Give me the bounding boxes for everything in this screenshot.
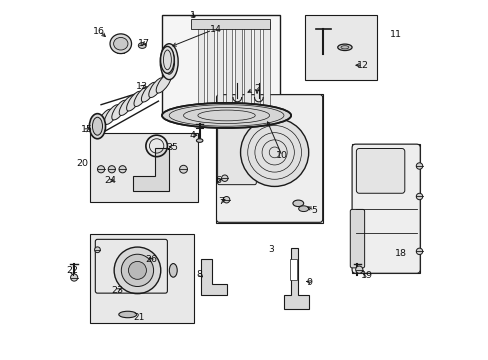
Text: 12: 12 bbox=[356, 61, 368, 70]
Ellipse shape bbox=[141, 82, 156, 102]
Circle shape bbox=[179, 165, 187, 173]
Ellipse shape bbox=[340, 46, 348, 49]
Text: 22: 22 bbox=[66, 266, 78, 275]
Text: 14: 14 bbox=[209, 25, 222, 34]
Text: 6: 6 bbox=[215, 176, 221, 185]
Polygon shape bbox=[201, 259, 226, 295]
Bar bbox=[305, 15, 376, 80]
Circle shape bbox=[114, 247, 161, 294]
Text: 26: 26 bbox=[145, 255, 157, 264]
Circle shape bbox=[94, 247, 100, 253]
Ellipse shape bbox=[337, 44, 351, 50]
Text: 13: 13 bbox=[136, 82, 148, 91]
Ellipse shape bbox=[104, 105, 120, 125]
Bar bbox=[235, 22, 241, 108]
Circle shape bbox=[415, 248, 422, 255]
Text: 20: 20 bbox=[76, 159, 88, 168]
Bar bbox=[216, 22, 223, 108]
Ellipse shape bbox=[126, 91, 142, 111]
Text: 2: 2 bbox=[254, 84, 260, 93]
Ellipse shape bbox=[169, 264, 177, 277]
Ellipse shape bbox=[110, 34, 131, 54]
Bar bbox=[90, 134, 198, 202]
Text: 1: 1 bbox=[189, 10, 195, 19]
Bar bbox=[289, 259, 297, 280]
Circle shape bbox=[223, 197, 229, 203]
Text: 21: 21 bbox=[133, 313, 144, 322]
Text: 25: 25 bbox=[166, 143, 179, 152]
Bar bbox=[198, 22, 204, 108]
Ellipse shape bbox=[160, 44, 178, 80]
Text: 10: 10 bbox=[276, 152, 287, 161]
Circle shape bbox=[97, 166, 104, 173]
Ellipse shape bbox=[138, 42, 146, 48]
Ellipse shape bbox=[156, 73, 171, 93]
Text: 19: 19 bbox=[360, 270, 372, 279]
Ellipse shape bbox=[112, 100, 127, 120]
Ellipse shape bbox=[134, 87, 149, 107]
FancyBboxPatch shape bbox=[351, 144, 419, 273]
Bar bbox=[225, 22, 232, 108]
Ellipse shape bbox=[292, 200, 303, 207]
FancyBboxPatch shape bbox=[216, 95, 322, 222]
Ellipse shape bbox=[148, 78, 163, 98]
Text: 24: 24 bbox=[104, 176, 116, 185]
Text: 8: 8 bbox=[196, 270, 202, 279]
Bar bbox=[207, 22, 213, 108]
Polygon shape bbox=[133, 148, 169, 191]
Circle shape bbox=[128, 261, 146, 279]
FancyBboxPatch shape bbox=[162, 15, 280, 116]
Text: 3: 3 bbox=[268, 246, 274, 255]
Bar bbox=[263, 22, 269, 108]
Ellipse shape bbox=[163, 49, 174, 74]
FancyBboxPatch shape bbox=[356, 149, 404, 193]
Text: 4: 4 bbox=[189, 131, 195, 140]
Text: 5: 5 bbox=[311, 206, 317, 215]
Text: 15: 15 bbox=[81, 125, 93, 134]
Circle shape bbox=[221, 175, 227, 181]
Text: 17: 17 bbox=[138, 39, 150, 48]
Text: 16: 16 bbox=[93, 27, 105, 36]
Ellipse shape bbox=[97, 109, 112, 129]
Bar bbox=[90, 234, 194, 323]
Bar bbox=[117, 44, 124, 53]
Circle shape bbox=[119, 166, 126, 173]
Circle shape bbox=[70, 274, 78, 281]
Ellipse shape bbox=[298, 206, 308, 212]
Bar bbox=[215, 94, 323, 223]
Bar bbox=[351, 144, 419, 273]
Bar bbox=[244, 22, 250, 108]
FancyBboxPatch shape bbox=[217, 114, 256, 185]
Text: 9: 9 bbox=[306, 278, 312, 287]
Circle shape bbox=[355, 266, 362, 273]
Ellipse shape bbox=[119, 96, 134, 116]
Ellipse shape bbox=[89, 114, 105, 139]
Circle shape bbox=[121, 254, 153, 287]
Circle shape bbox=[415, 163, 422, 169]
Text: 23: 23 bbox=[111, 286, 123, 295]
Polygon shape bbox=[284, 248, 308, 309]
Circle shape bbox=[108, 166, 115, 173]
Bar bbox=[190, 19, 269, 30]
Text: 18: 18 bbox=[394, 249, 407, 258]
Ellipse shape bbox=[119, 311, 137, 318]
Bar bbox=[253, 22, 260, 108]
Ellipse shape bbox=[162, 103, 290, 128]
Circle shape bbox=[415, 193, 422, 200]
Ellipse shape bbox=[92, 117, 102, 135]
Ellipse shape bbox=[196, 139, 203, 142]
FancyBboxPatch shape bbox=[349, 210, 364, 268]
Circle shape bbox=[240, 118, 308, 186]
Ellipse shape bbox=[160, 46, 174, 73]
Text: 11: 11 bbox=[389, 30, 401, 39]
Text: 7: 7 bbox=[218, 197, 224, 206]
Ellipse shape bbox=[113, 37, 128, 50]
